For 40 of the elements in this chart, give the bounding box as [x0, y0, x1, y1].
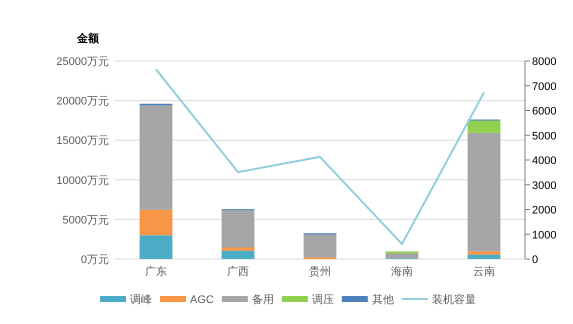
x-tick-label: 贵州 — [309, 265, 331, 278]
bar — [222, 210, 254, 248]
legend-label: 调峰 — [130, 294, 152, 306]
legend-label: AGC — [190, 294, 214, 306]
legend-label: 装机容量 — [432, 293, 476, 306]
legend-label: 其他 — [372, 293, 394, 306]
bar — [468, 120, 500, 133]
bar — [304, 234, 336, 258]
y2-tick-label: 5000 — [532, 130, 556, 142]
bar — [468, 254, 500, 259]
y-tick-label: 0万元 — [80, 254, 109, 266]
y2-tick-label: 2000 — [532, 204, 556, 216]
bar — [140, 210, 172, 236]
bar — [222, 250, 254, 259]
bar — [222, 248, 254, 251]
bar — [386, 253, 418, 258]
y2-tick-label: 0 — [532, 254, 538, 266]
y-tick-label: 20000万元 — [56, 96, 109, 108]
y-tick-label: 15000万元 — [56, 135, 109, 148]
x-tick-label: 广东 — [145, 265, 167, 278]
y2-tick-label: 1000 — [532, 229, 556, 242]
y2-tick-label: 7000 — [532, 80, 556, 93]
x-tick-label: 广西 — [227, 265, 249, 278]
y2-tick-label: 8000 — [532, 56, 556, 68]
y2-tick-label: 3000 — [532, 180, 556, 192]
bar — [140, 235, 172, 259]
y-tick-label: 25000万元 — [56, 56, 109, 68]
y-tick-label: 10000万元 — [56, 174, 109, 187]
y2-tick-label: 6000 — [532, 106, 556, 118]
legend-label: 备用 — [252, 294, 274, 306]
bar — [468, 251, 500, 255]
bar — [140, 105, 172, 210]
bar — [468, 132, 500, 252]
x-tick-label: 海南 — [391, 265, 413, 278]
line-series — [155, 68, 485, 246]
legend-label: 调压 — [312, 294, 334, 306]
x-tick-label: 云南 — [473, 265, 495, 278]
y-axis-title: 金额 — [76, 32, 100, 45]
y2-tick-label: 4000 — [532, 155, 556, 167]
y-tick-label: 5000万元 — [62, 214, 109, 226]
